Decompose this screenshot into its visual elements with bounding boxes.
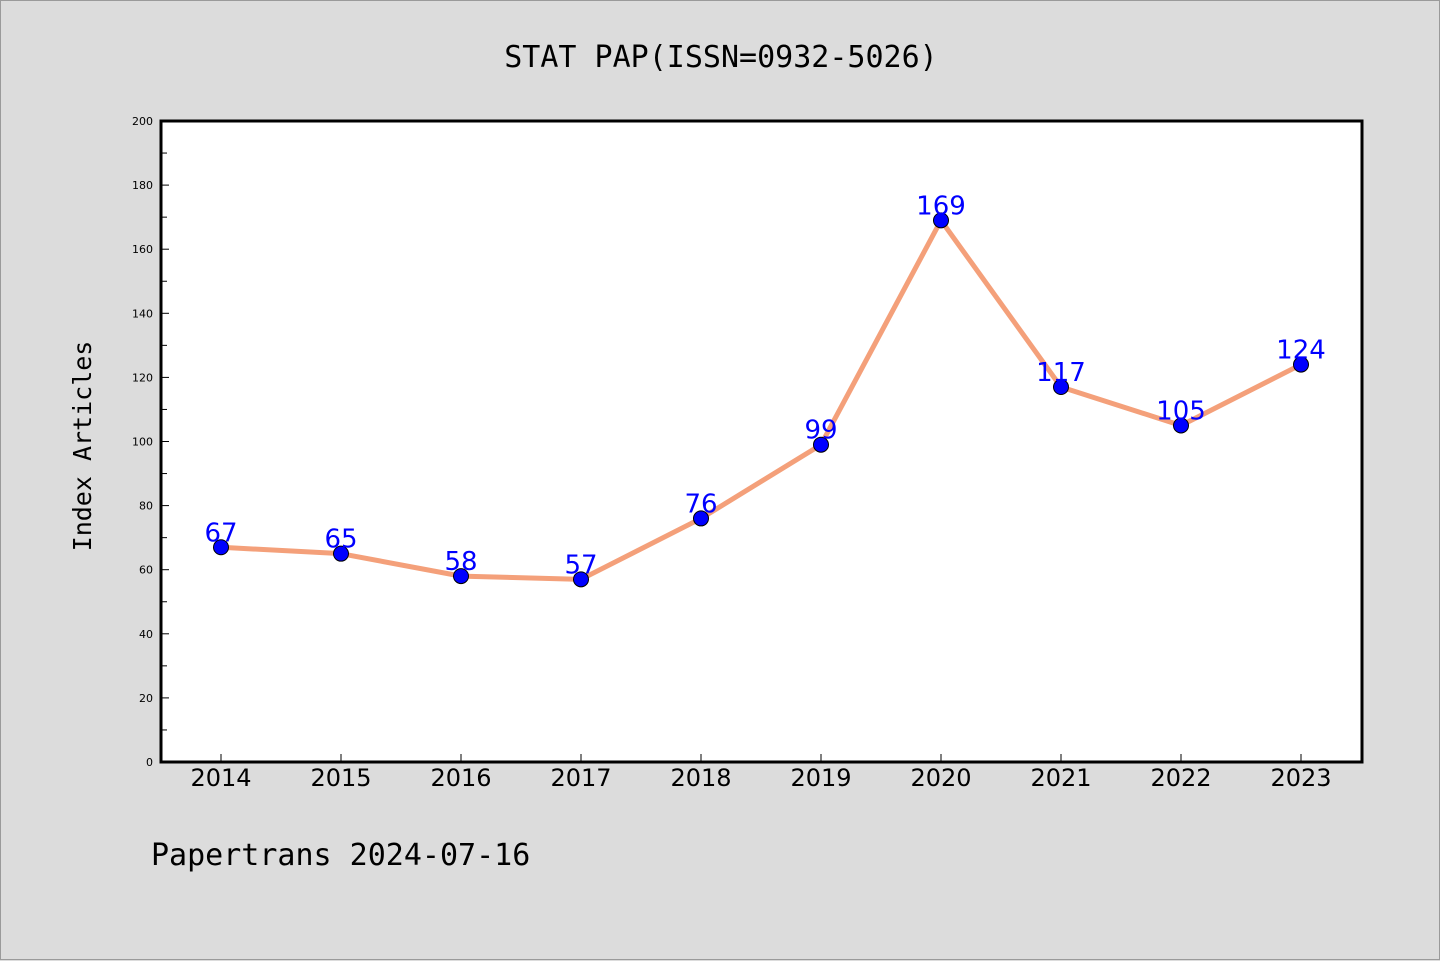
y-axis-label: Index Articles bbox=[68, 341, 97, 552]
y-tick-label: 120 bbox=[132, 371, 153, 384]
plot-area bbox=[159, 119, 1364, 764]
data-label: 124 bbox=[1276, 336, 1326, 366]
x-tick-label: 2014 bbox=[190, 764, 251, 792]
data-label: 117 bbox=[1036, 358, 1086, 388]
x-tick-label: 2021 bbox=[1030, 764, 1091, 792]
data-label: 57 bbox=[564, 550, 597, 580]
data-label: 99 bbox=[804, 416, 837, 446]
x-tick-label: 2018 bbox=[670, 764, 731, 792]
y-tick-label: 20 bbox=[139, 692, 153, 705]
data-point bbox=[1053, 379, 1069, 396]
y-tick-label: 100 bbox=[132, 436, 153, 449]
data-label: 65 bbox=[324, 525, 357, 555]
data-label: 105 bbox=[1156, 396, 1206, 426]
series-line bbox=[220, 217, 1303, 582]
data-point bbox=[453, 568, 469, 585]
x-axis: 2014 2015 2016 2017 2018 2019 2020 2021 2022 2023 bbox=[190, 754, 1332, 792]
y-tick-label: 200 bbox=[132, 115, 153, 128]
data-point bbox=[1293, 356, 1309, 373]
x-tick-label: 2015 bbox=[310, 764, 371, 792]
data-point bbox=[213, 539, 229, 556]
y-tick-label: 60 bbox=[139, 564, 153, 577]
series-layer: 67 65 58 57 76 99 169 117 105 124 bbox=[204, 191, 1326, 588]
y-tick-label: 160 bbox=[132, 243, 153, 256]
data-point bbox=[933, 212, 949, 229]
footer-watermark: Papertrans 2024-07-16 bbox=[151, 838, 530, 873]
y-tick-label: 140 bbox=[132, 307, 153, 320]
y-tick-label: 0 bbox=[146, 756, 153, 769]
x-tick-label: 2020 bbox=[910, 764, 971, 792]
x-tick-label: 2023 bbox=[1270, 764, 1331, 792]
y-tick-label: 40 bbox=[139, 628, 153, 641]
y-axis: 0 20 40 60 80 100 120 140 160 180 200 bbox=[132, 115, 169, 769]
x-tick-label: 2022 bbox=[1150, 764, 1211, 792]
data-point bbox=[813, 436, 829, 453]
data-label: 67 bbox=[204, 518, 237, 548]
data-point bbox=[693, 510, 709, 527]
data-label: 169 bbox=[916, 191, 966, 221]
y-tick-label: 80 bbox=[139, 500, 153, 513]
x-tick-label: 2017 bbox=[550, 764, 611, 792]
data-point bbox=[573, 571, 589, 588]
data-point bbox=[333, 545, 349, 562]
data-point bbox=[1173, 417, 1189, 434]
x-tick-label: 2016 bbox=[430, 764, 491, 792]
data-label: 58 bbox=[444, 547, 477, 577]
chart-title: STAT PAP(ISSN=0932-5026) bbox=[504, 40, 937, 75]
x-tick-label: 2019 bbox=[790, 764, 851, 792]
y-tick-label: 180 bbox=[132, 179, 153, 192]
data-label: 76 bbox=[684, 489, 717, 519]
